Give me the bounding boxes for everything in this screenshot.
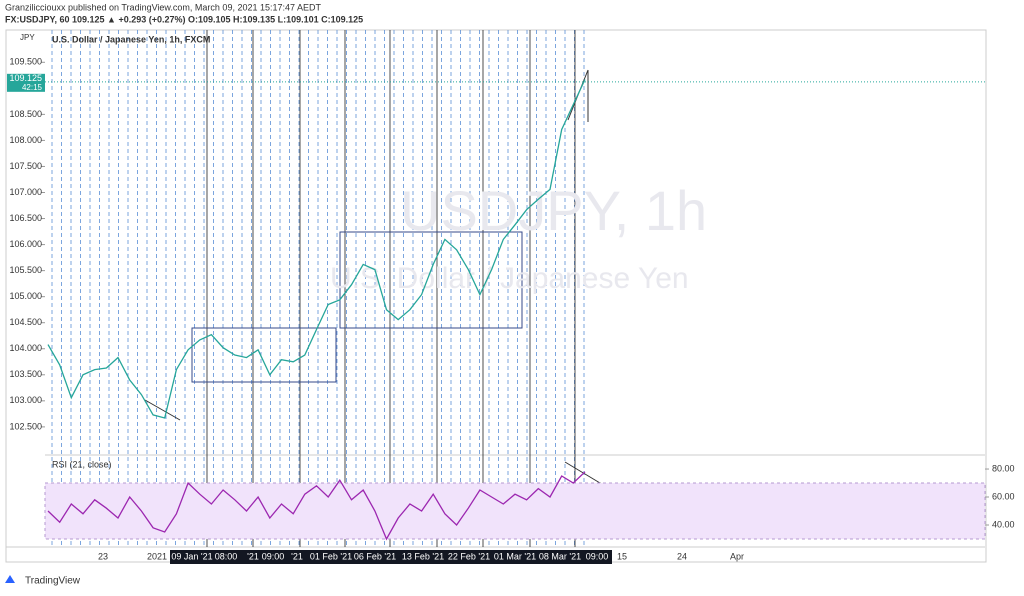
- last-price-label: 109.125: [9, 73, 42, 83]
- brand: TradingView: [25, 576, 81, 587]
- x-tick-label: 09 Jan '21: [171, 551, 212, 561]
- price-badge: [7, 73, 45, 92]
- x-tick-label: 06 Feb '21: [354, 551, 396, 561]
- y-tick-label: 108.000: [9, 135, 42, 145]
- y-tick-label: 107.500: [9, 161, 42, 171]
- x-tick-label: 22 Feb '21: [448, 551, 490, 561]
- y-tick-label: 103.500: [9, 369, 42, 379]
- x-tick-label: 2021: [147, 551, 167, 561]
- y-tick-label: 60.00: [992, 491, 1015, 501]
- y-tick-label: 104.000: [9, 343, 42, 353]
- countdown: 42:15: [22, 83, 43, 92]
- range-box: [339, 231, 523, 329]
- x-tick-label: 13 Feb '21: [402, 551, 444, 561]
- watermark: USDJPY, 1h: [400, 179, 707, 242]
- x-tick-label: '21: [247, 551, 259, 561]
- y-tick-label: 104.500: [9, 317, 42, 327]
- symbol-line: FX:USDJPY, 60 109.125 ▲ +0.293 (+0.27%) …: [5, 14, 363, 24]
- x-tick-label: 01 Mar '21: [494, 551, 536, 561]
- y-tick-label: 105.500: [9, 265, 42, 275]
- x-tick-label: Apr: [730, 551, 744, 561]
- trend-line: [144, 399, 181, 421]
- axis-unit: JPY: [20, 33, 35, 42]
- y-tick-label: 40.00: [992, 519, 1015, 529]
- range-box: [191, 327, 337, 383]
- x-tick-label: 24: [677, 551, 687, 561]
- logo: [5, 575, 15, 583]
- trend-line: [564, 461, 606, 487]
- y-tick-label: 109.500: [9, 57, 42, 67]
- x-tick-label: 23: [98, 551, 108, 561]
- y-tick-label: 102.500: [9, 421, 42, 431]
- rsi-title: RSI (21, close): [52, 459, 112, 469]
- y-tick-label: 80.00: [992, 463, 1015, 473]
- x-tick-label: 15: [617, 551, 627, 561]
- x-tick-label: 01 Feb '21: [310, 551, 352, 561]
- x-tick-label: 08 Mar '21: [539, 551, 581, 561]
- y-tick-label: 103.000: [9, 395, 42, 405]
- y-tick-label: 107.000: [9, 187, 42, 197]
- publisher-line: Granzilicciouxx published on TradingView…: [5, 2, 322, 12]
- y-tick-label: 106.000: [9, 239, 42, 249]
- x-tick-label: 09:00: [262, 551, 285, 561]
- x-tick-label: 08:00: [215, 551, 238, 561]
- x-tick-label: '21: [291, 551, 303, 561]
- x-tick-label: 09:00: [586, 551, 609, 561]
- rsi-line: [47, 471, 586, 541]
- vertical-lines: [51, 30, 585, 547]
- x-axis-highlight: [170, 550, 612, 564]
- price-line: [47, 79, 586, 419]
- y-tick-label: 108.500: [9, 109, 42, 119]
- pane-title: U.S. Dollar / Japanese Yen, 1h, FXCM: [52, 34, 210, 44]
- y-tick-label: 105.000: [9, 291, 42, 301]
- rsi-band: [44, 482, 986, 540]
- y-tick-label: 106.500: [9, 213, 42, 223]
- watermark-sub: U.S. Dollar / Japanese Yen: [330, 262, 689, 295]
